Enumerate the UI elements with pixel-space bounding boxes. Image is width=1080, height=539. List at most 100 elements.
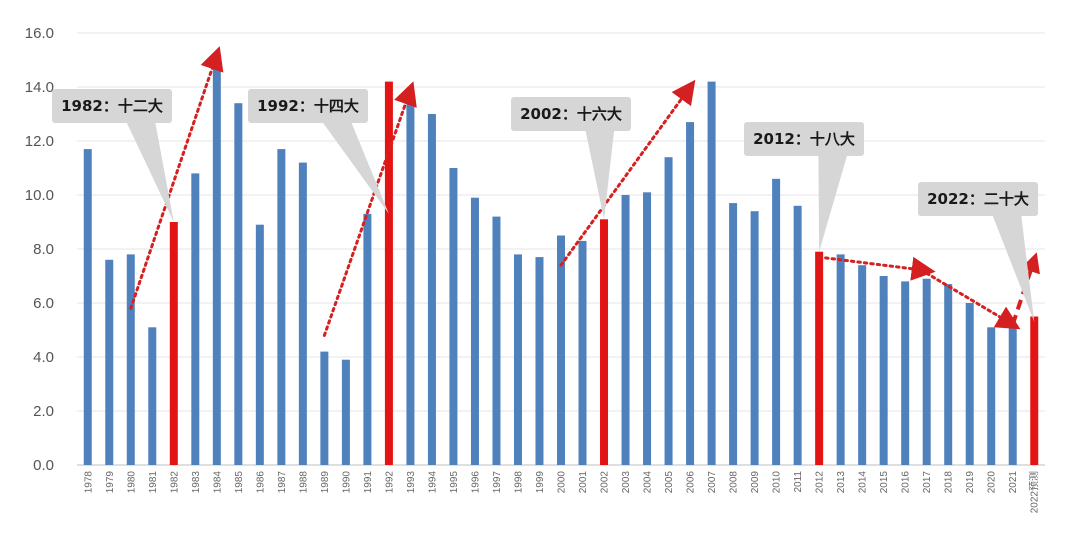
bar xyxy=(858,265,867,465)
bar xyxy=(320,351,329,465)
x-tick-label: 2017 xyxy=(922,471,933,494)
trend-arrow xyxy=(925,271,1021,330)
x-tick-label: 2001 xyxy=(578,471,589,494)
bar xyxy=(772,178,781,466)
bar-highlight xyxy=(815,251,824,465)
x-tick-label: 2000 xyxy=(557,471,568,494)
callout: 2012：十八大 xyxy=(744,122,864,252)
callout-pointer xyxy=(585,130,615,220)
bar xyxy=(298,162,307,465)
bar-highlight xyxy=(169,222,178,465)
bar xyxy=(234,103,243,465)
x-tick-label: 1986 xyxy=(255,471,266,494)
y-tick-label: 4.0 xyxy=(33,349,54,366)
x-tick-label: 2008 xyxy=(729,471,740,494)
x-tick-label: 2013 xyxy=(836,471,847,494)
bar-highlight xyxy=(600,219,609,465)
callout-label: 1982：十二大 xyxy=(61,97,163,115)
trend-arrow xyxy=(322,81,417,337)
y-tick-label: 8.0 xyxy=(33,241,54,258)
x-tick-label: 1991 xyxy=(363,471,374,494)
callout: 1982：十二大 xyxy=(52,89,174,222)
callout-box xyxy=(248,89,368,123)
x-tick-label: 1995 xyxy=(449,471,460,494)
x-tick-label: 2002 xyxy=(600,471,611,494)
x-tick-label: 1999 xyxy=(535,471,546,494)
callout-pointer xyxy=(322,122,389,214)
bar xyxy=(427,114,436,465)
bar xyxy=(987,327,996,465)
trend-arrow xyxy=(129,46,224,310)
bar xyxy=(965,303,974,465)
x-tick-label: 1979 xyxy=(105,471,116,494)
bar xyxy=(557,235,565,465)
bar xyxy=(513,254,522,465)
y-tick-label: 14.0 xyxy=(25,79,54,96)
x-tick-label: 1983 xyxy=(191,471,202,494)
callout: 2002：十六大 xyxy=(511,97,631,220)
bar xyxy=(255,224,264,465)
x-tick-label: 1982 xyxy=(169,471,180,494)
x-tick-label: 1994 xyxy=(427,471,438,494)
y-tick-label: 2.0 xyxy=(33,403,54,420)
trend-arrows xyxy=(129,46,1040,337)
callout-pointer xyxy=(126,122,174,222)
bar xyxy=(492,216,501,465)
x-tick-label: 2009 xyxy=(750,471,761,494)
callout-label: 1992：十四大 xyxy=(257,97,359,115)
y-tick-label: 12.0 xyxy=(25,133,54,150)
bar xyxy=(406,89,415,465)
x-tick-label: 1978 xyxy=(83,471,94,494)
x-tick-label: 1997 xyxy=(492,471,503,494)
bar xyxy=(901,281,910,465)
x-tick-label: 1990 xyxy=(341,471,352,494)
bar xyxy=(470,197,479,465)
bar xyxy=(793,205,802,466)
x-tick-label: 2014 xyxy=(858,471,869,494)
x-tick-label: 1988 xyxy=(298,471,309,494)
bar xyxy=(148,327,157,465)
y-axis-ticks: 0.0 2.0 4.0 6.0 8.0 10.0 12.0 14.0 16.0 xyxy=(25,25,54,474)
bar xyxy=(363,213,372,465)
x-tick-label: 2020 xyxy=(987,471,998,494)
bar xyxy=(449,168,458,465)
x-tick-label: 2016 xyxy=(901,471,912,494)
callout: 2022：二十大 xyxy=(918,182,1038,322)
x-tick-label: 2004 xyxy=(643,471,654,494)
x-tick-label: 2021 xyxy=(1008,471,1019,494)
x-tick-label: 1987 xyxy=(277,471,288,494)
y-tick-label: 16.0 xyxy=(25,25,54,42)
bar xyxy=(1008,327,1017,465)
y-tick-label: 6.0 xyxy=(33,295,54,312)
bar xyxy=(105,259,114,465)
callout-box xyxy=(918,182,1038,216)
bar xyxy=(643,192,652,466)
callout: 1992：十四大 xyxy=(248,89,389,214)
bar xyxy=(621,195,630,465)
bar xyxy=(836,254,845,465)
bar xyxy=(922,278,931,465)
x-tick-label: 2012 xyxy=(815,471,826,494)
trend-arrow xyxy=(559,79,696,267)
callout-box xyxy=(511,97,631,131)
bar xyxy=(707,81,716,465)
x-axis-ticks: 1978 1979 1980 1981 1982 1983 1984 1985 1986 1987… xyxy=(83,471,1040,514)
callout-label: 2002：十六大 xyxy=(520,105,622,123)
callouts: 1982：十二大 1992：十四大 2002：十六大 2012：十八大 2022：二十大 xyxy=(52,89,1038,322)
callout-pointer xyxy=(818,155,848,252)
x-tick-label: 1993 xyxy=(406,471,417,494)
bar xyxy=(729,203,738,465)
callout-label: 2022：二十大 xyxy=(927,190,1029,208)
bar xyxy=(578,240,587,465)
x-tick-label: 2010 xyxy=(772,471,783,494)
x-tick-label: 2003 xyxy=(621,471,632,494)
callout-box xyxy=(744,122,864,156)
trend-arrow xyxy=(817,255,936,281)
x-tick-label: 1992 xyxy=(384,471,395,494)
x-tick-label: 2019 xyxy=(965,471,976,494)
bar xyxy=(126,254,135,465)
bar-highlight xyxy=(384,81,393,465)
x-tick-label: 1984 xyxy=(212,471,223,494)
bar-highlight xyxy=(1030,316,1039,465)
